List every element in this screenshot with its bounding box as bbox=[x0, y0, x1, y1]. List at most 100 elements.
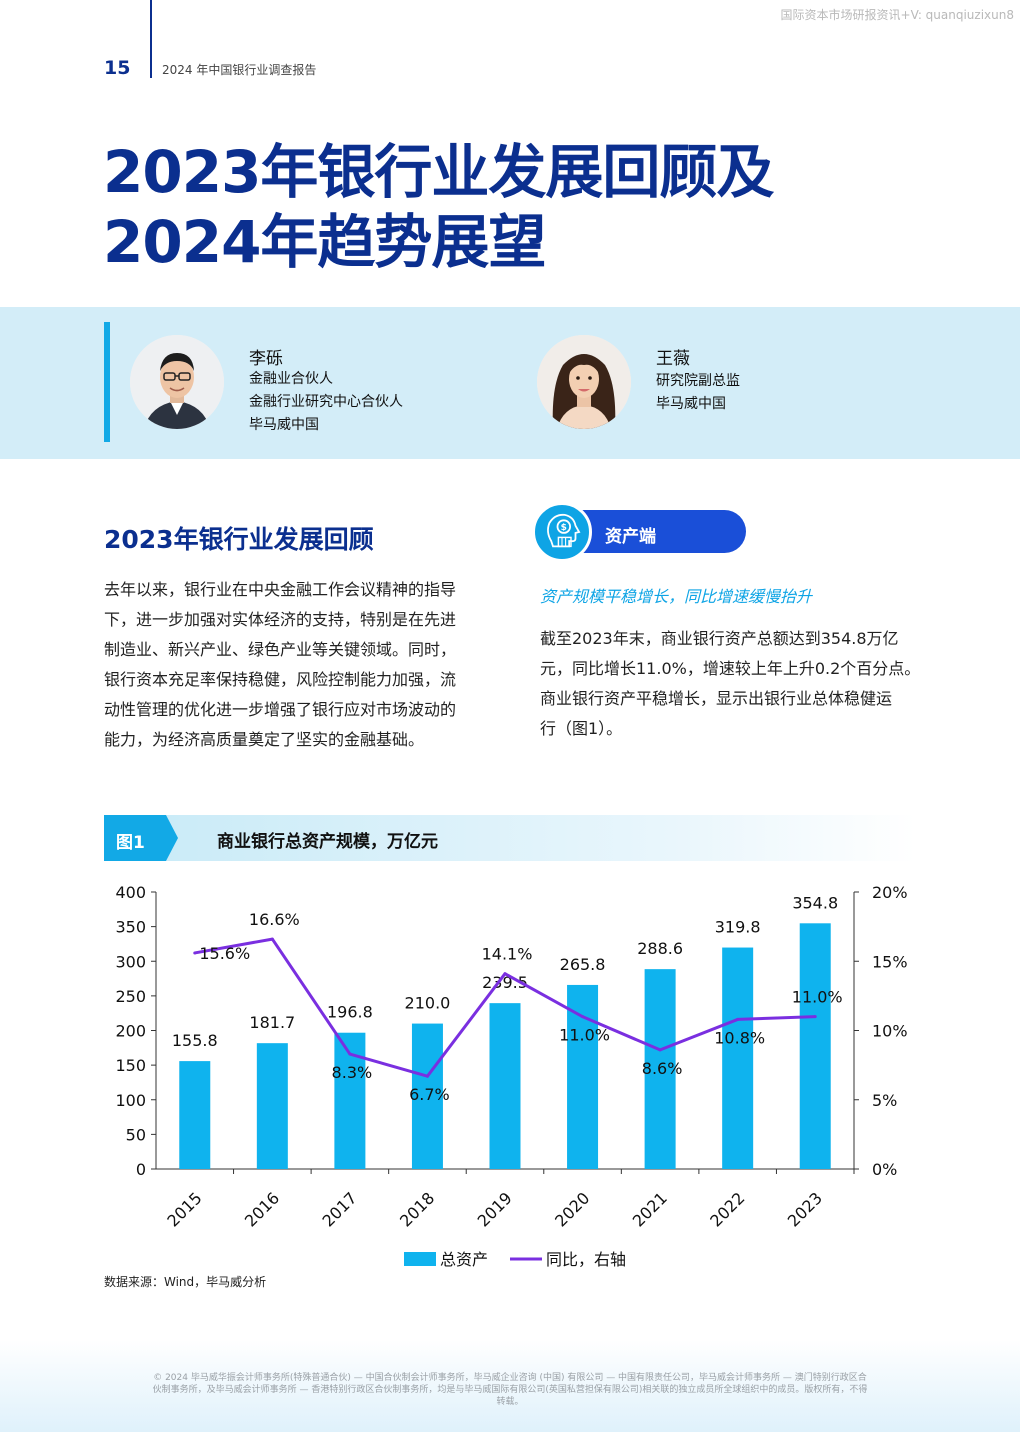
left-paragraph-line: 下，进一步加强对实体经济的支持，特别是在先进 bbox=[104, 610, 457, 629]
bar-value-label: 265.8 bbox=[560, 955, 606, 974]
x-axis-category-label: 2018 bbox=[396, 1188, 438, 1230]
legend-label-yoy: 同比，右轴 bbox=[546, 1250, 626, 1269]
right-axis-tick-label: 15% bbox=[872, 952, 908, 971]
yoy-point bbox=[658, 1048, 662, 1052]
yoy-value-label: 15.6% bbox=[199, 944, 250, 963]
author-role-1b: 金融行业研究中心合伙人 bbox=[249, 394, 403, 410]
bar-value-label: 196.8 bbox=[327, 1003, 373, 1022]
yoy-point bbox=[813, 1015, 817, 1019]
right-paragraph-line: 行（图1）。 bbox=[540, 719, 623, 738]
author-role-1a: 金融业合伙人 bbox=[249, 371, 333, 387]
left-axis-tick-label: 250 bbox=[115, 987, 146, 1006]
left-paragraph-line: 能力，为经济高质量奠定了坚实的金融基础。 bbox=[104, 730, 425, 749]
yoy-value-label: 11.0% bbox=[792, 988, 843, 1007]
figure-title-band bbox=[104, 815, 916, 861]
x-axis-category-label: 2019 bbox=[474, 1188, 516, 1230]
left-axis-tick-label: 200 bbox=[115, 1022, 146, 1041]
left-axis-tick-label: 100 bbox=[115, 1091, 146, 1110]
left-paragraph-line: 动性管理的优化进一步增强了银行应对市场波动的 bbox=[104, 700, 457, 719]
right-axis-tick-label: 5% bbox=[872, 1091, 897, 1110]
bar-total-assets bbox=[179, 1061, 211, 1169]
bar-value-label: 319.8 bbox=[715, 918, 761, 937]
x-axis-category-label: 2017 bbox=[318, 1188, 360, 1230]
left-paragraph-line: 去年以来，银行业在中央金融工作会议精神的指导 bbox=[104, 580, 457, 599]
yoy-value-label: 6.7% bbox=[409, 1085, 450, 1104]
bar-value-label: 354.8 bbox=[792, 893, 838, 912]
yoy-point bbox=[425, 1074, 429, 1078]
left-axis-tick-label: 300 bbox=[115, 952, 146, 971]
x-axis-category-label: 2016 bbox=[241, 1188, 283, 1230]
asset-money-icon: $ bbox=[532, 502, 592, 562]
page-number: 15 bbox=[104, 57, 131, 79]
report-title: 2024 年中国银行业调查报告 bbox=[162, 63, 317, 77]
author-name-2: 王薇 bbox=[656, 349, 690, 369]
author-accent-bar bbox=[104, 322, 110, 442]
bar-value-label: 288.6 bbox=[637, 939, 683, 958]
figure-tag-box bbox=[104, 815, 166, 861]
page-title-line2: 2024年趋势展望 bbox=[103, 208, 546, 276]
yoy-point bbox=[193, 951, 197, 955]
yoy-point bbox=[503, 972, 507, 976]
bar-total-assets bbox=[489, 1003, 521, 1169]
left-axis-tick-label: 400 bbox=[115, 883, 146, 902]
x-axis-category-label: 2022 bbox=[706, 1188, 748, 1230]
x-axis-category-label: 2020 bbox=[551, 1188, 593, 1230]
bar-total-assets bbox=[644, 969, 676, 1169]
bar-total-assets bbox=[411, 1023, 443, 1169]
asset-side-label: 资产端 bbox=[605, 527, 656, 547]
left-axis-tick-label: 50 bbox=[126, 1125, 146, 1144]
yoy-value-label: 8.6% bbox=[642, 1059, 683, 1078]
right-axis-tick-label: 10% bbox=[872, 1022, 908, 1041]
left-axis-tick-label: 150 bbox=[115, 1056, 146, 1075]
right-axis-tick-label: 20% bbox=[872, 883, 908, 902]
data-source: 数据来源：Wind，毕马威分析 bbox=[104, 1275, 267, 1289]
bar-value-label: 155.8 bbox=[172, 1031, 218, 1050]
x-axis-category-label: 2023 bbox=[784, 1188, 826, 1230]
page-title: 2023年银行业发展回顾及 2024年趋势展望 bbox=[103, 137, 774, 277]
header-divider bbox=[150, 0, 152, 78]
asset-subheading: 资产规模平稳增长，同比增速缓慢抬升 bbox=[540, 587, 813, 606]
yoy-value-label: 16.6% bbox=[249, 910, 300, 929]
yoy-value-label: 11.0% bbox=[559, 1026, 610, 1045]
left-paragraph-line: 银行资本充足率保持稳健，风险控制能力加强，流 bbox=[104, 670, 457, 689]
bar-total-assets bbox=[799, 923, 831, 1169]
right-paragraph-line: 截至2023年末，商业银行资产总额达到354.8万亿 bbox=[540, 629, 899, 648]
yoy-value-label: 14.1% bbox=[482, 945, 533, 964]
right-paragraph-line: 商业银行资产平稳增长，显示出银行业总体稳健运 bbox=[540, 689, 893, 708]
figure-tag-arrow bbox=[166, 815, 178, 861]
bar-total-assets bbox=[567, 984, 599, 1169]
author-role-2b: 毕马威中国 bbox=[656, 396, 726, 412]
right-paragraph: 截至2023年末，商业银行资产总额达到354.8万亿 元，同比增长11.0%，增… bbox=[540, 624, 920, 744]
author-name-1: 李砾 bbox=[249, 349, 283, 369]
left-axis-tick-label: 350 bbox=[115, 918, 146, 937]
figure-title: 商业银行总资产规模，万亿元 bbox=[217, 832, 438, 852]
right-axis-tick-label: 0% bbox=[872, 1160, 897, 1179]
legend-label-total-assets: 总资产 bbox=[440, 1250, 488, 1269]
right-paragraph-line: 元，同比增长11.0%，增速较上年上升0.2个百分点。 bbox=[540, 659, 921, 678]
page-title-line1: 2023年银行业发展回顾及 bbox=[103, 138, 774, 206]
yoy-value-label: 10.8% bbox=[714, 1028, 765, 1047]
bar-value-label: 210.0 bbox=[405, 994, 451, 1013]
x-axis-category-label: 2015 bbox=[163, 1188, 205, 1230]
bar-total-assets bbox=[256, 1043, 288, 1169]
bar-total-assets bbox=[722, 947, 754, 1169]
copyright-footer: © 2024 毕马威华振会计师事务所(特殊普通合伙) — 中国合伙制会计师事务所… bbox=[152, 1373, 868, 1407]
yoy-point bbox=[581, 1015, 585, 1019]
total-assets-chart: 0 50 100 150 200 250 300 350 400 0% 5% 10% 15% 20% 155… bbox=[115, 883, 908, 1269]
author-photo-li-li bbox=[130, 335, 224, 429]
left-paragraph: 去年以来，银行业在中央金融工作会议精神的指导 下，进一步加强对实体经济的支持，特… bbox=[104, 575, 456, 755]
left-paragraph-line: 制造业、新兴产业、绿色产业等关键领域。同时， bbox=[104, 640, 457, 659]
yoy-point bbox=[270, 937, 274, 941]
yoy-value-label: 8.3% bbox=[332, 1063, 373, 1082]
yoy-point bbox=[348, 1052, 352, 1056]
yoy-point bbox=[736, 1017, 740, 1021]
figure-tag: 图1 bbox=[116, 833, 145, 853]
author-role-2a: 研究院副总监 bbox=[656, 373, 740, 389]
author-role-1c: 毕马威中国 bbox=[249, 417, 319, 433]
svg-text:$: $ bbox=[561, 523, 567, 533]
left-axis-tick-label: 0 bbox=[136, 1160, 146, 1179]
footer-band bbox=[0, 1340, 1020, 1432]
author-photo-wang-wei bbox=[537, 335, 631, 429]
section-heading-review: 2023年银行业发展回顾 bbox=[104, 525, 374, 554]
bar-value-label: 181.7 bbox=[249, 1013, 295, 1032]
